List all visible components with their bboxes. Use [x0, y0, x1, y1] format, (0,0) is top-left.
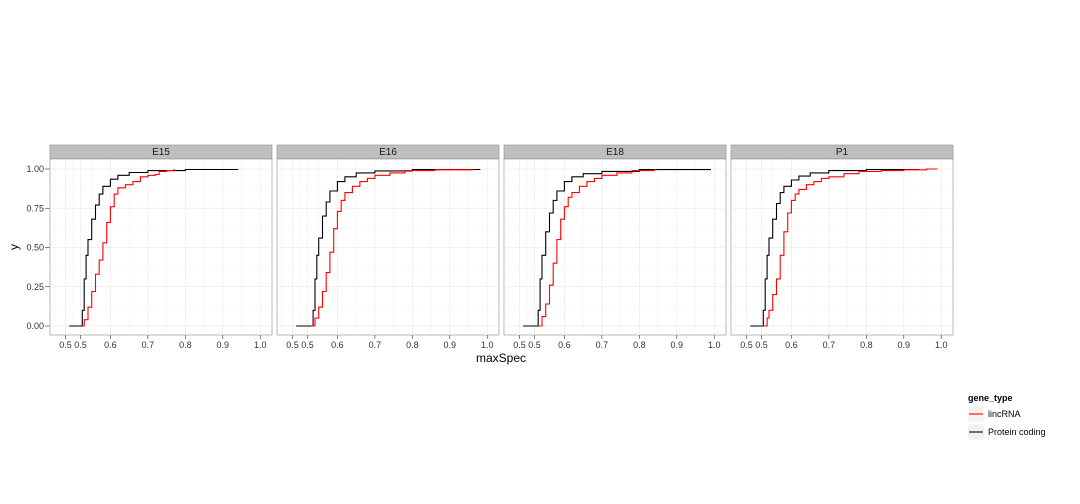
x-tick-label: 0.7	[823, 340, 836, 350]
facet-strip-label: P1	[836, 147, 849, 158]
y-axis-title: y	[7, 244, 21, 250]
facet-strip-label: E15	[152, 147, 170, 158]
x-tick-label: 1.0	[708, 340, 721, 350]
x-tick-label: 0.9	[671, 340, 684, 350]
x-tick-label: 0.5	[755, 340, 768, 350]
y-tick-label: 0.00	[26, 321, 44, 331]
facet-panel-e16: E16 0.5 0.5 0.6 0.7 0.8 0.9 1.0	[276, 144, 500, 350]
x-tick-label: 0.9	[217, 340, 230, 350]
panel-background	[503, 158, 727, 336]
x-tick-label: 1.0	[254, 340, 267, 350]
facet-panel-e18: E18 0.5 0.5 0.6 0.7 0.8 0.9 1.0	[503, 144, 727, 350]
facet-strip-label: E16	[379, 147, 397, 158]
x-tick-label: 1.0	[935, 340, 948, 350]
x-tick-label: 0.5	[59, 340, 72, 350]
ecdf-line-protein-coding	[523, 169, 712, 327]
ecdf-line-lincrna	[538, 169, 655, 327]
y-tick-label: 1.00	[26, 164, 44, 174]
panel-background	[49, 158, 273, 336]
x-tick-label: 0.5	[301, 340, 314, 350]
ecdf-line-lincrna	[311, 169, 473, 327]
x-tick-label: 0.9	[898, 340, 911, 350]
x-tick-label: 0.8	[860, 340, 873, 350]
x-tick-label: 0.6	[558, 340, 571, 350]
facet-panel-e15: E15 0.5 0.5 0.6 0.7 0.8 0.9 1.0	[49, 144, 273, 350]
ecdf-line-lincrna	[763, 168, 938, 327]
x-tick-label: 0.7	[596, 340, 609, 350]
legend-title: gene_type	[968, 393, 1013, 403]
x-tick-label: 0.8	[406, 340, 419, 350]
panel-background	[276, 158, 500, 336]
x-tick-label: 0.8	[633, 340, 646, 350]
y-tick-label: 0.75	[26, 203, 44, 213]
legend-label: lincRNA	[988, 409, 1021, 419]
x-tick-label: 0.5	[74, 340, 87, 350]
x-tick-label: 0.7	[142, 340, 155, 350]
x-tick-label: 1.0	[481, 340, 494, 350]
x-tick-label: 0.9	[444, 340, 457, 350]
ecdf-line-protein-coding	[296, 168, 481, 327]
y-tick-label: 0.25	[26, 282, 44, 292]
x-tick-label: 0.5	[740, 340, 753, 350]
ecdf-line-protein-coding	[69, 168, 239, 327]
x-tick-label: 0.5	[513, 340, 526, 350]
x-tick-label: 0.8	[179, 340, 192, 350]
y-tick-label: 0.50	[26, 243, 44, 253]
legend-label: Protein coding	[988, 427, 1046, 437]
x-tick-label: 0.7	[369, 340, 382, 350]
x-tick-label: 0.6	[104, 340, 117, 350]
x-tick-label: 0.5	[528, 340, 541, 350]
facet-strip-label: E18	[606, 147, 624, 158]
panel-background	[730, 158, 954, 336]
x-tick-label: 0.6	[785, 340, 798, 350]
x-tick-label: 0.6	[331, 340, 344, 350]
ecdf-line-protein-coding	[750, 168, 920, 327]
x-axis-title: maxSpec	[476, 351, 526, 365]
x-tick-label: 0.5	[286, 340, 299, 350]
legend: gene_type lincRNA Protein coding	[967, 393, 1046, 441]
ecdf-line-lincrna	[82, 169, 175, 327]
facet-panel-p1: P1 0.5 0.5 0.6 0.7 0.8 0.9 1.0	[730, 144, 954, 350]
